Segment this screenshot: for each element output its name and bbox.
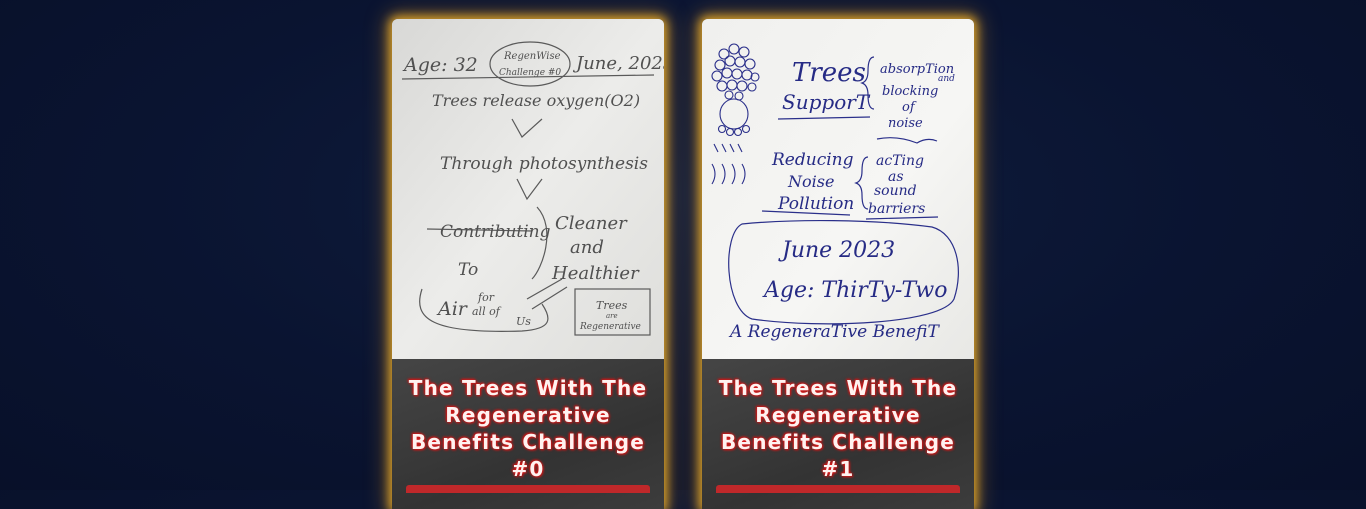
note-right-3: blocking [882,84,938,99]
note-line-5a: Air [436,298,469,320]
note-age: Age: 32 [402,54,478,76]
card-action-bar[interactable] [716,485,960,493]
note-corner-1: Trees [596,299,628,312]
card-photo-pencil-note[interactable]: Age: 32 RegenWise Challenge #0 June, 202… [392,19,664,359]
note-right-4: of [902,100,917,115]
card-action-bar[interactable] [406,485,650,493]
card-photo-ink-note[interactable]: Trees SupporT absorpTion and blocking of… [702,19,974,359]
note-line-5b: for [477,291,495,304]
note-age: Age: ThirTy-Two [762,278,948,303]
card-title[interactable]: The Trees With The Regenerative Benefits… [408,376,648,481]
tree-doodle-icon [711,43,760,185]
note-side-1: acTing [876,153,924,169]
note-line-5c: all of [472,305,502,318]
note-line-4c: Healthier [551,263,640,284]
note-title-2: SupporT [782,90,871,114]
card-caption: The Trees With The Regenerative Benefits… [702,359,974,509]
note-line-5d: Us [516,315,531,328]
challenge-card-1[interactable]: Trees SupporT absorpTion and blocking of… [702,19,974,509]
note-mid-1: Reducing [771,150,854,170]
card-caption: The Trees With The Regenerative Benefits… [392,359,664,509]
note-right-5: noise [888,116,923,131]
card-title[interactable]: The Trees With The Regenerative Benefits… [718,376,958,481]
note-side-2: as [888,169,904,185]
note-right-1: absorpTion [880,62,954,77]
note-mid-3: Pollution [777,194,854,214]
note-date: June, 2023 [572,53,664,74]
note-line-3b: To [458,260,478,280]
note-line-3a: Contributing [440,222,551,242]
challenge-gallery: Age: 32 RegenWise Challenge #0 June, 202… [392,19,974,509]
challenge-card-0[interactable]: Age: 32 RegenWise Challenge #0 June, 202… [392,19,664,509]
ink-note-drawing: Trees SupporT absorpTion and blocking of… [702,19,974,359]
note-corner-3: Regenerative [579,322,641,332]
note-line-4b: and [570,237,604,258]
note-side-4: barriers [868,201,925,217]
note-line-2: Through photosynthesis [440,154,648,174]
note-line-4a: Cleaner [555,213,628,234]
note-badge-1: RegenWise [503,51,561,62]
note-date: June 2023 [778,238,895,263]
note-corner-2: are [606,312,618,320]
note-footer: A RegeneraTive BenefiT [728,322,941,342]
note-right-2: and [938,74,955,84]
note-mid-2: Noise [787,172,834,191]
note-line-1: Trees release oxygen(O2) [432,91,640,110]
note-title-1: Trees [792,58,866,88]
note-side-3: sound [874,183,917,199]
note-badge-2: Challenge #0 [499,68,561,78]
pencil-note-drawing: Age: 32 RegenWise Challenge #0 June, 202… [392,19,664,359]
